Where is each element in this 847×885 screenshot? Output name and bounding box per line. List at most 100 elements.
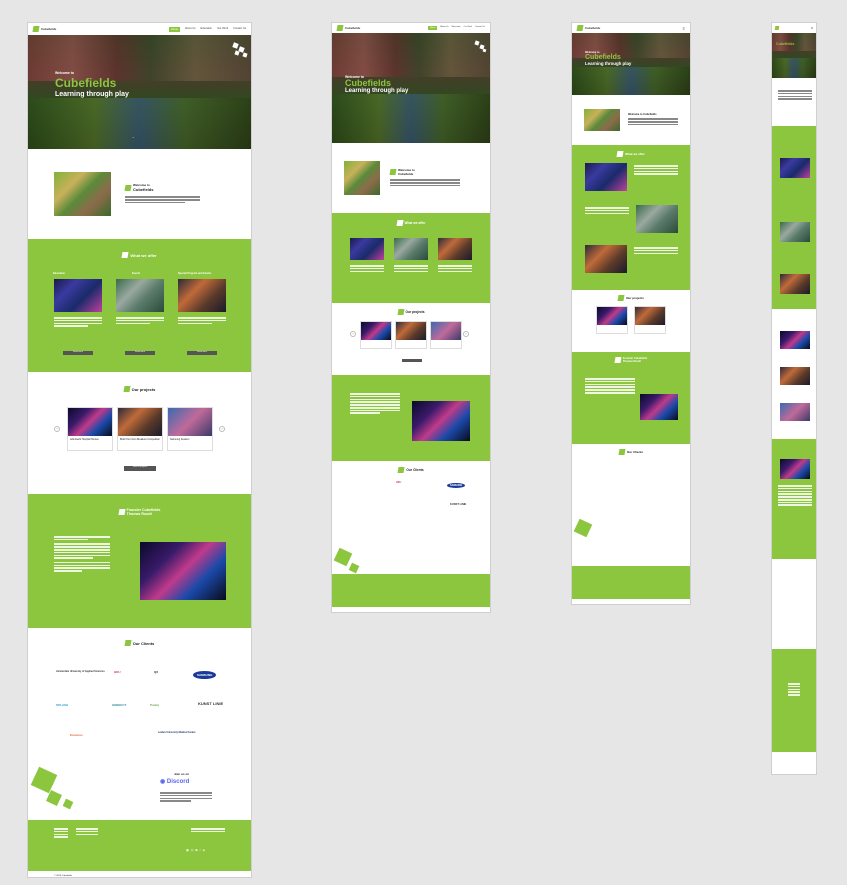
client-logo: Q2 bbox=[154, 670, 159, 674]
offer-image bbox=[438, 238, 472, 260]
project-card[interactable] bbox=[596, 306, 628, 334]
welcome-text bbox=[125, 196, 200, 204]
clients-title: Our Clients bbox=[28, 628, 251, 646]
offer-text bbox=[54, 317, 102, 328]
desktop-preview: Cubefields Home About Us Education Our W… bbox=[27, 22, 252, 878]
founder-section bbox=[772, 439, 816, 559]
welcome-section: Welcome to Cubefields bbox=[28, 149, 251, 239]
offer-image bbox=[780, 274, 810, 294]
decor-cube bbox=[62, 798, 74, 810]
navbar: Cubefields ≡ bbox=[572, 23, 690, 33]
offer-button[interactable]: Read more bbox=[187, 351, 217, 355]
offer-title: What we offer bbox=[28, 239, 251, 258]
offer-item-label: Education bbox=[53, 272, 66, 275]
nav-home[interactable]: Home bbox=[168, 26, 180, 32]
offer-image bbox=[116, 279, 164, 312]
offer-button[interactable]: Read more bbox=[63, 351, 93, 355]
footer bbox=[332, 574, 490, 612]
hero-title: Cubefields bbox=[345, 78, 392, 88]
offer-image bbox=[585, 163, 627, 191]
nav-education[interactable]: Education bbox=[451, 26, 461, 28]
welcome-line2: Cubefields bbox=[133, 187, 154, 193]
project-card[interactable]: Samsung Session bbox=[167, 407, 213, 451]
nav-education[interactable]: Education bbox=[200, 26, 213, 30]
clients-title: Our Clients bbox=[572, 444, 690, 455]
window-controls-2 bbox=[332, 13, 342, 26]
project-card[interactable] bbox=[395, 321, 427, 349]
offer-image bbox=[394, 238, 428, 260]
footer bbox=[772, 649, 816, 774]
discord-section: Join us on ◉ Discord bbox=[28, 766, 251, 830]
welcome-line1: Welcome to bbox=[628, 113, 643, 117]
founder-image bbox=[780, 459, 810, 479]
offer-section bbox=[772, 126, 816, 309]
offer-image bbox=[54, 279, 102, 312]
project-card[interactable] bbox=[430, 321, 462, 349]
next-arrow-icon[interactable]: › bbox=[463, 331, 469, 337]
welcome-section bbox=[772, 78, 816, 126]
nav-contact[interactable]: Contact Us bbox=[475, 26, 485, 28]
prev-arrow-icon[interactable]: ‹ bbox=[54, 426, 60, 432]
window-controls-3 bbox=[572, 13, 582, 26]
nav-work[interactable]: Our Work bbox=[217, 26, 229, 30]
projects-title: Our projects bbox=[332, 303, 490, 315]
discord-text bbox=[160, 792, 212, 803]
project-image bbox=[396, 322, 426, 340]
logo-text[interactable]: Cubefields bbox=[585, 26, 601, 30]
clients-section: Our Clients bbox=[572, 444, 690, 516]
footer-links bbox=[76, 828, 98, 836]
welcome-text bbox=[628, 118, 678, 126]
cube-icon bbox=[397, 467, 405, 473]
project-card[interactable]: Build Your Own Breakout Competition bbox=[117, 407, 163, 451]
project-image bbox=[118, 408, 162, 436]
view-projects-button[interactable]: View all projects bbox=[124, 466, 156, 471]
project-image bbox=[780, 403, 810, 421]
discord-logo[interactable]: ◉ Discord bbox=[160, 779, 190, 785]
view-projects-button[interactable] bbox=[402, 359, 422, 362]
hero-welcome: Welcome to bbox=[345, 75, 364, 79]
projects-section: Our projects bbox=[572, 290, 690, 352]
tablet-preview: Cubefields Home About Us Education Our Work… bbox=[331, 22, 491, 613]
offer-button[interactable]: Read more bbox=[125, 351, 155, 355]
project-image bbox=[597, 307, 627, 325]
main-menu: Home About Us Education Our Work Contact… bbox=[168, 26, 246, 32]
hamburger-menu-icon[interactable]: ≡ bbox=[682, 25, 685, 31]
window-controls-1 bbox=[29, 13, 39, 26]
offer-image bbox=[585, 245, 627, 273]
project-card[interactable]: Admiraal's Hospital Heroes bbox=[67, 407, 113, 451]
hamburger-menu-icon[interactable]: ≡ bbox=[811, 26, 813, 30]
offer-title: What we offer bbox=[572, 145, 690, 157]
cube-icon bbox=[389, 169, 397, 176]
nav-about[interactable]: About Us bbox=[440, 26, 449, 28]
offer-text bbox=[438, 265, 472, 273]
client-logo: SAMSUNG bbox=[193, 671, 217, 679]
cube-icon bbox=[124, 640, 132, 646]
scroll-down-icon[interactable]: ⌄ bbox=[132, 135, 135, 139]
social-icons[interactable]: ▣◎◙♪◈ bbox=[186, 848, 208, 852]
founder-text bbox=[585, 378, 635, 395]
logo[interactable]: Cubefields bbox=[32, 26, 56, 32]
cube-icon bbox=[616, 151, 624, 157]
mobile-large-preview: Cubefields ≡ Welcome to Cubefields Learn… bbox=[571, 22, 691, 605]
cube-icon bbox=[121, 252, 129, 258]
next-arrow-icon[interactable]: › bbox=[219, 426, 225, 432]
founder-title: Founder Cubefields Thomas Roodt bbox=[28, 494, 251, 516]
projects-section: Our projects ‹ › Admiraal's Hospital Her… bbox=[28, 372, 251, 494]
welcome-line1: Welcome to bbox=[398, 168, 415, 173]
hero-banner: Welcome to Cubefields Learning through p… bbox=[28, 35, 251, 149]
hero-banner: Cubefields bbox=[772, 33, 816, 78]
navbar: Cubefields Home About Us Education Our W… bbox=[28, 23, 251, 35]
project-card[interactable] bbox=[360, 321, 392, 349]
nav-home[interactable]: Home bbox=[428, 26, 438, 30]
project-image bbox=[635, 307, 665, 325]
nav-work[interactable]: Our Work bbox=[463, 26, 473, 28]
welcome-line2: Cubefields bbox=[643, 113, 657, 117]
nav-contact[interactable]: Contact Us bbox=[233, 26, 246, 30]
nav-about[interactable]: About Us bbox=[184, 26, 196, 30]
hero-cubes-icon bbox=[229, 41, 249, 61]
logo-text[interactable]: Cubefields bbox=[345, 26, 361, 30]
prev-arrow-icon[interactable]: ‹ bbox=[350, 331, 356, 337]
welcome-line1: Welcome to bbox=[133, 183, 150, 188]
client-logo: Amsterdam University of Applied Sciences bbox=[56, 670, 105, 673]
project-card[interactable] bbox=[634, 306, 666, 334]
